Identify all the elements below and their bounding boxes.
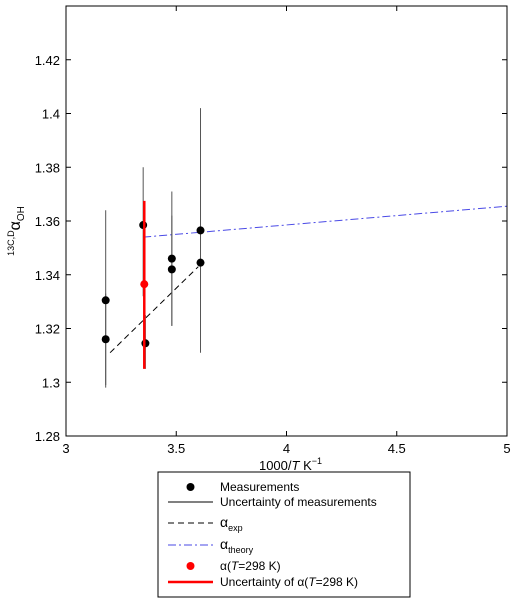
y-tick-label: 1.4 — [42, 107, 60, 122]
legend-label-alpha-298-uncertainty: Uncertainty of α(T=298 K) — [220, 575, 358, 589]
x-tick-label: 4 — [283, 441, 290, 456]
measurement-point — [167, 265, 176, 274]
y-tick-label: 1.42 — [35, 53, 60, 68]
x-axis-label: 1000/T K−1 — [259, 456, 322, 473]
plot-area — [101, 108, 508, 388]
x-tick-label: 3.5 — [167, 441, 185, 456]
measurement-point — [196, 258, 205, 267]
legend-box — [157, 471, 411, 598]
alpha-exp-line — [109, 266, 199, 354]
y-tick-label: 1.32 — [35, 322, 60, 337]
x-tick-label: 3 — [62, 441, 69, 456]
legend-measurements-marker — [186, 483, 195, 491]
axes-frame — [65, 5, 508, 437]
y-tick-label: 1.34 — [35, 268, 60, 283]
measurement-point — [167, 254, 176, 263]
alpha-298-point — [140, 280, 149, 289]
y-tick-label: 1.28 — [35, 429, 60, 444]
legend-label-alpha-298: α(T=298 K) — [220, 559, 281, 573]
y-tick-label: 1.36 — [35, 214, 60, 229]
legend-label-measurements: Measurements — [220, 480, 299, 494]
y-tick-label: 1.3 — [42, 375, 60, 390]
legend-label-alpha-theory: αtheory — [220, 536, 254, 555]
measurement-point — [101, 335, 110, 344]
y-axis-label: 13C,DαOH — [6, 206, 27, 256]
axes: 3 3.5 4 4.5 5 1.28 1.3 1.32 1.34 1.36 1.38 1.4 1.42 1… — [6, 5, 511, 473]
legend-label-alpha-exp: αexp — [220, 514, 243, 533]
x-tick-label: 4.5 — [388, 441, 406, 456]
legend-alpha-298-marker — [186, 562, 195, 570]
measurement-point — [196, 226, 205, 235]
x-tick-label: 5 — [503, 441, 510, 456]
measurement-point — [101, 296, 110, 305]
legend-label-uncertainty: Uncertainty of measurements — [220, 495, 377, 509]
y-tick-label: 1.38 — [35, 160, 60, 175]
